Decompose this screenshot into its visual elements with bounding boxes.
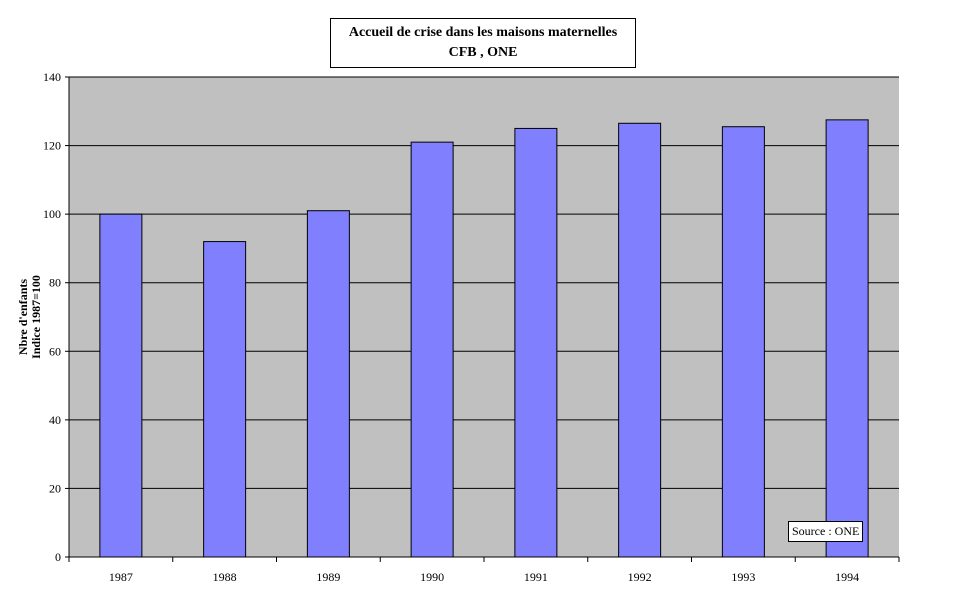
x-tick-label: 1988 — [213, 570, 237, 584]
x-tick-label: 1991 — [524, 570, 548, 584]
chart-title-box: Accueil de crise dans les maisons matern… — [330, 18, 636, 68]
y-tick-label: 120 — [43, 139, 61, 153]
y-tick-label: 60 — [49, 344, 61, 358]
source-annotation: Source : ONE — [788, 521, 864, 542]
y-tick-label: 100 — [43, 207, 61, 221]
bar-1992 — [618, 122, 662, 558]
x-tick-label: 1992 — [628, 570, 652, 584]
x-tick-label: 1994 — [835, 570, 859, 584]
x-tick-label: 1990 — [420, 570, 444, 584]
y-tick-label: 20 — [49, 481, 61, 495]
x-tick-label: 1989 — [316, 570, 340, 584]
plot-area — [69, 77, 899, 557]
y-tick-label: 80 — [49, 276, 61, 290]
bar-1987 — [99, 213, 143, 558]
bar-1994 — [825, 119, 869, 558]
x-tick-labels: 1987 1988 1989 1990 1991 1992 1993 1994 — [68, 557, 900, 584]
bar-1988 — [203, 241, 247, 558]
bar-1993 — [721, 126, 765, 558]
y-tick-label: 0 — [55, 550, 61, 564]
bar-1991 — [514, 127, 558, 558]
chart-subtitle: CFB , ONE — [448, 45, 518, 60]
y-tick-label: 140 — [43, 70, 61, 84]
x-tick-label: 1993 — [731, 570, 755, 584]
bar-1990 — [410, 141, 454, 558]
x-tick-label: 1987 — [109, 570, 133, 584]
bar-1989 — [306, 210, 350, 558]
y-axis-label-line2: Indice 1987=100 — [29, 275, 43, 359]
chart-title: Accueil de crise dans les maisons matern… — [348, 25, 618, 40]
y-axis-label: Nbre d'enfants Indice 1987=100 — [16, 275, 43, 359]
y-tick-label: 40 — [49, 413, 61, 427]
bars — [99, 119, 869, 558]
y-tick-labels: 0 20 40 60 80 100 120 140 — [43, 70, 69, 564]
